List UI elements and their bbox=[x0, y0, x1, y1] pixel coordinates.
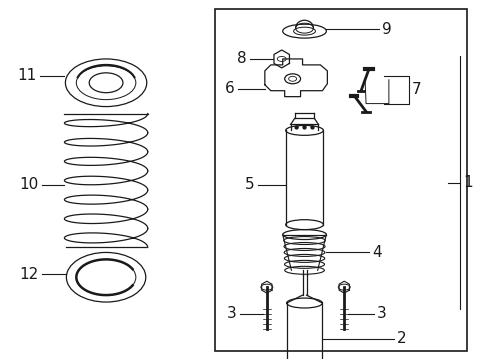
Text: 1: 1 bbox=[464, 175, 473, 190]
Text: 4: 4 bbox=[372, 245, 382, 260]
Text: 9: 9 bbox=[382, 22, 392, 37]
Text: 3: 3 bbox=[227, 306, 237, 321]
Circle shape bbox=[311, 126, 314, 129]
Text: 11: 11 bbox=[17, 68, 37, 83]
Text: 2: 2 bbox=[397, 331, 406, 346]
Circle shape bbox=[303, 126, 306, 129]
Bar bbox=[215, 9, 467, 351]
Text: 12: 12 bbox=[19, 267, 39, 282]
Text: 3: 3 bbox=[377, 306, 387, 321]
Text: 6: 6 bbox=[225, 81, 235, 96]
Text: 7: 7 bbox=[412, 82, 421, 97]
Text: 8: 8 bbox=[237, 51, 247, 67]
Text: 10: 10 bbox=[19, 177, 39, 193]
Text: 5: 5 bbox=[245, 177, 255, 193]
Circle shape bbox=[295, 126, 298, 129]
